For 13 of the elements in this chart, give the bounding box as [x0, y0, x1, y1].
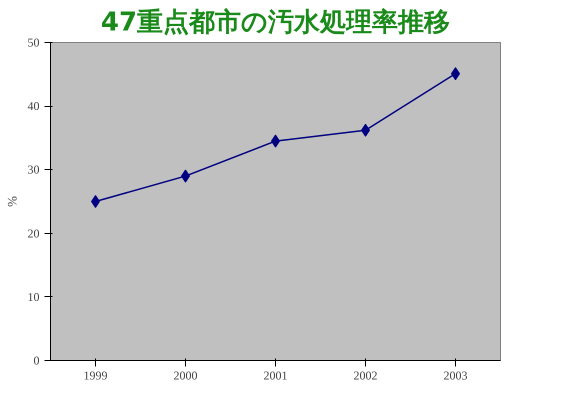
- y-tick-label: 0: [34, 354, 40, 368]
- y-axis-title: %: [4, 196, 20, 207]
- y-tick-label: 30: [28, 162, 40, 177]
- chart-title: 47重点都市の汚水処理率推移: [100, 8, 450, 38]
- x-tick-label: 2003: [444, 368, 468, 382]
- x-tick-label: 2000: [174, 368, 198, 382]
- y-tick-label: 40: [28, 99, 40, 114]
- x-tick-label: 1999: [84, 368, 108, 382]
- y-tick-label: 10: [28, 290, 40, 304]
- x-tick-label: 2002: [354, 368, 378, 382]
- x-tick-label: 2001: [264, 368, 288, 382]
- y-tick-label: 20: [28, 226, 40, 240]
- y-tick-label: 50: [28, 36, 40, 50]
